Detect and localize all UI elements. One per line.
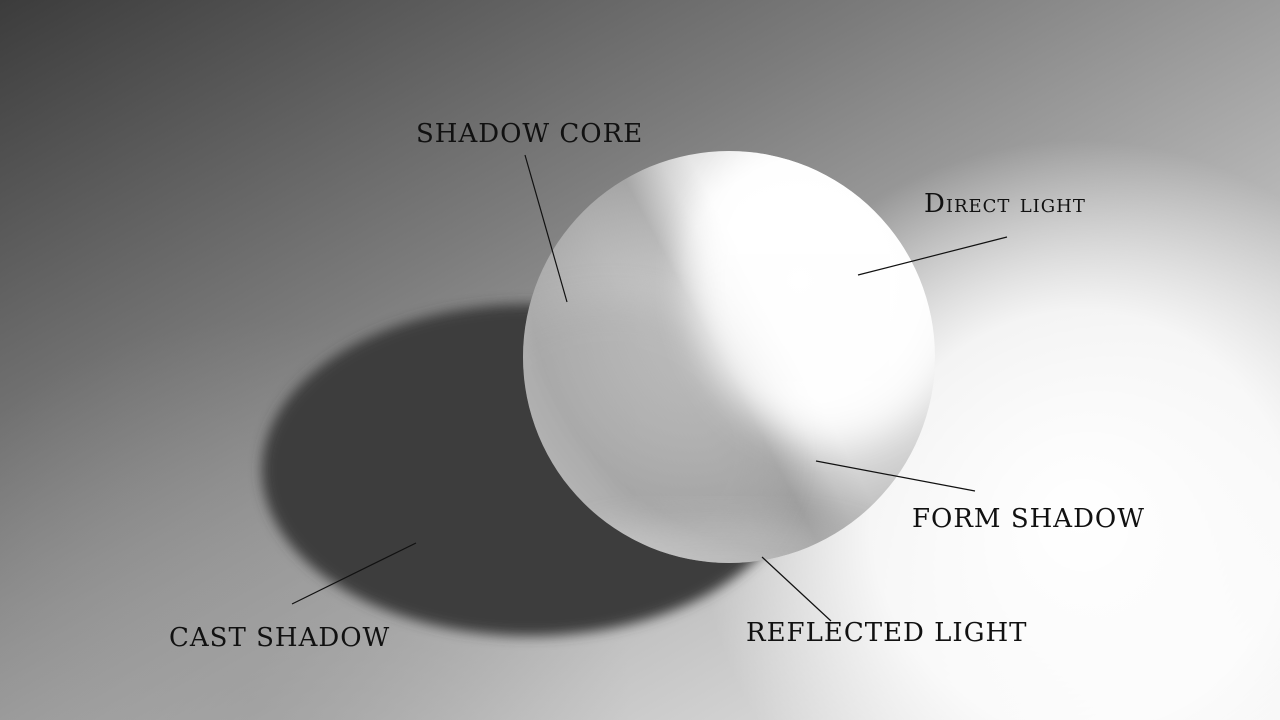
direct-light-leader: [857, 236, 1008, 276]
form-shadow-leader: [815, 460, 976, 492]
label-cast-shadow: CAST SHADOW: [169, 623, 391, 653]
shadow-core-leader: [524, 154, 568, 303]
cast-shadow-leader: [291, 542, 417, 605]
label-form-shadow: FORM SHADOW: [912, 504, 1145, 534]
label-reflected-light: REFLECTED LIGHT: [746, 618, 1028, 648]
label-direct-light: Direct light: [924, 189, 1086, 219]
reflected-light-leader: [761, 556, 832, 622]
label-shadow-core: SHADOW CORE: [416, 119, 644, 149]
